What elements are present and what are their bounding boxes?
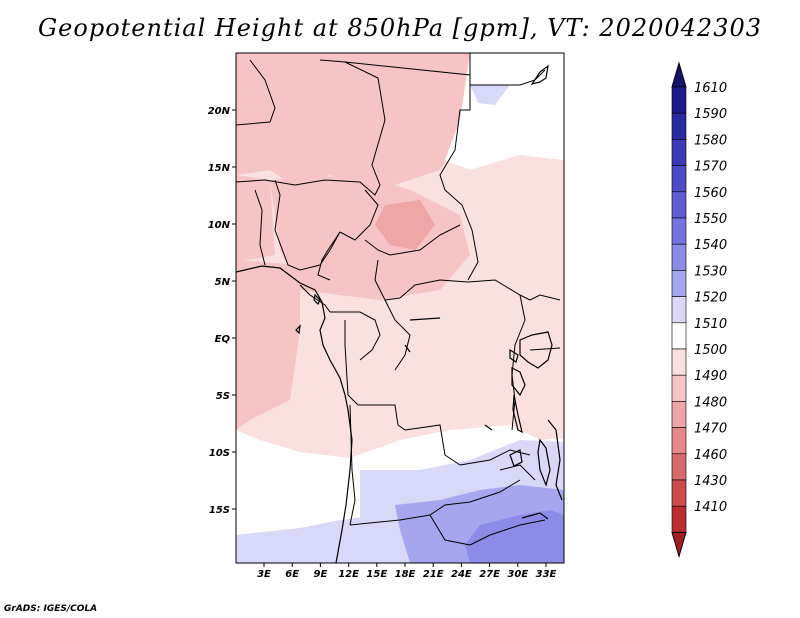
colorbar-swatch bbox=[671, 401, 687, 428]
colorbar-swatch bbox=[671, 374, 687, 402]
lat-tick-label: 15S bbox=[209, 505, 230, 516]
colorbar-label: 1520 bbox=[694, 291, 727, 306]
lat-tick-label: 5N bbox=[215, 277, 231, 288]
lon-tick-label: 15E bbox=[366, 569, 387, 580]
lat-tick-label: 20N bbox=[208, 106, 231, 117]
colorbar-swatch bbox=[671, 453, 687, 481]
colorbar-swatch bbox=[671, 243, 687, 271]
colorbar-swatch bbox=[671, 322, 687, 350]
lat-tick-label: EQ bbox=[215, 334, 231, 345]
country-borders bbox=[236, 53, 561, 546]
colorbar-label: 1430 bbox=[694, 474, 727, 489]
colorbar-swatch bbox=[671, 348, 687, 376]
colorbar-label: 1500 bbox=[694, 343, 727, 358]
colorbar-swatch bbox=[671, 427, 687, 455]
lon-tick-label: 27E bbox=[479, 569, 500, 580]
colorbar-label: 1480 bbox=[694, 395, 727, 410]
lon-tick-label: 21E bbox=[423, 569, 444, 580]
lon-tick-label: 3E bbox=[257, 569, 271, 580]
colorbar-label: 1590 bbox=[694, 107, 727, 122]
lon-tick-label: 9E bbox=[314, 569, 328, 580]
lon-tick-label: 18E bbox=[395, 569, 416, 580]
colorbar-swatch bbox=[671, 191, 687, 219]
colorbar-swatch bbox=[671, 296, 687, 324]
colorbar-swatch bbox=[671, 479, 687, 507]
lon-tick-label: 24E bbox=[451, 569, 472, 580]
colorbar-label: 1530 bbox=[694, 264, 727, 279]
colorbar-label: 1510 bbox=[694, 317, 727, 332]
lat-tick-label: 5S bbox=[216, 391, 230, 402]
colorbar-label: 1570 bbox=[694, 160, 727, 175]
coastlines bbox=[236, 64, 563, 563]
colorbar-bottom-cap bbox=[671, 531, 687, 559]
plot-frame bbox=[235, 52, 565, 564]
lat-tick-label: 15N bbox=[208, 163, 231, 174]
colorbar-swatch bbox=[671, 86, 687, 114]
colorbar-label: 1540 bbox=[694, 238, 727, 253]
colorbar-swatch bbox=[671, 217, 687, 245]
colorbar-label: 1410 bbox=[694, 500, 727, 515]
lon-tick-label: 30E bbox=[507, 569, 528, 580]
colorbar-swatch bbox=[671, 270, 687, 297]
colorbar-label: 1580 bbox=[694, 133, 727, 148]
lon-tick-label: 33E bbox=[536, 569, 557, 580]
colorbar-label: 1460 bbox=[694, 448, 727, 463]
colorbar-swatch bbox=[671, 112, 687, 140]
lon-tick-label: 12E bbox=[338, 569, 359, 580]
lat-tick-label: 10S bbox=[209, 448, 230, 459]
latitude-axis: 20N 15N 10N 5N EQ 5S 10S 15S bbox=[208, 106, 236, 516]
colorbar-label: 1470 bbox=[694, 422, 727, 437]
map-title: Geopotential Height at 850hPa [gpm], VT:… bbox=[38, 14, 762, 42]
grads-credit: GrADS: IGES/COLA bbox=[4, 604, 98, 614]
colorbar-label: 1610 bbox=[694, 81, 727, 96]
colorbar-top-cap bbox=[671, 61, 687, 88]
longitude-axis: 3E 6E 9E 12E 15E 18E 21E 24E 27E 30E 33E bbox=[257, 563, 557, 580]
colorbar-swatch bbox=[671, 505, 687, 533]
lat-tick-label: 10N bbox=[208, 220, 231, 231]
colorbar: 1610 1590 1580 1570 1560 1550 1540 1530 1520 1510… bbox=[671, 61, 727, 559]
lon-tick-label: 6E bbox=[285, 569, 299, 580]
colorbar-label: 1490 bbox=[694, 369, 727, 384]
colorbar-label: 1550 bbox=[694, 212, 727, 227]
colorbar-swatch bbox=[671, 165, 687, 193]
colorbar-label: 1560 bbox=[694, 186, 727, 201]
height-field bbox=[236, 53, 564, 563]
colorbar-swatch bbox=[671, 139, 687, 166]
